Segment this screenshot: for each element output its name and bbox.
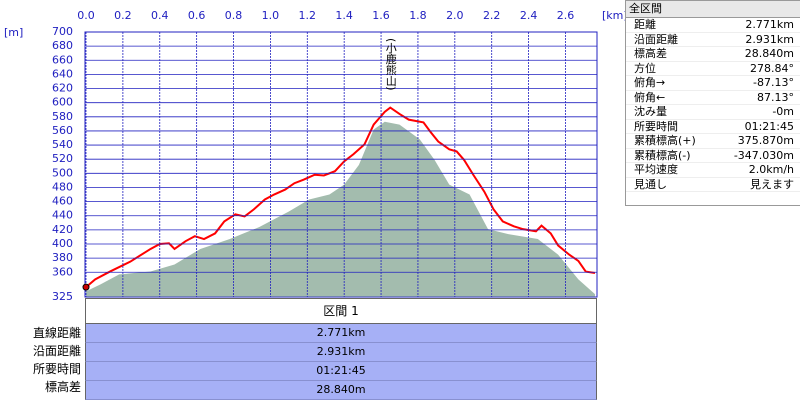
summary-row: 沿面距離 2.931km	[626, 32, 800, 47]
y-tick-label: 360	[52, 265, 73, 278]
section-labels: 直線距離沿面距離所要時間標高差	[0, 324, 81, 396]
y-tick-label: 560	[52, 124, 73, 137]
y-tick-label: 500	[52, 166, 73, 179]
y-tick-label: 600	[52, 96, 73, 109]
y-tick-label: 325	[52, 290, 73, 303]
summary-label: 累積標高(-)	[634, 148, 691, 162]
section-panel: 区間 1 2.771km 2.931km 01:21:45 28.840m	[85, 298, 597, 400]
x-tick-label: 2.6	[557, 9, 575, 22]
summary-row: 方位 278.84°	[626, 61, 800, 76]
y-tick-label: 660	[52, 53, 73, 66]
summary-value: -0m	[772, 105, 794, 118]
summary-label: 見通し	[634, 177, 667, 191]
start-marker	[82, 283, 90, 291]
section-value: 28.840m	[85, 381, 597, 400]
y-tick-label: 620	[52, 82, 73, 95]
summary-value: 見えます	[750, 177, 794, 191]
x-tick-label: 0.0	[77, 9, 95, 22]
summary-label: 所要時間	[634, 119, 678, 133]
summary-row: 沈み量 -0m	[626, 105, 800, 120]
x-tick-label: 1.2	[299, 9, 317, 22]
summary-label: 平均速度	[634, 163, 678, 176]
y-tick-label: 460	[52, 195, 73, 208]
y-tick-label: 400	[52, 237, 73, 250]
section-label: 直線距離	[32, 326, 81, 340]
y-tick-label: 700	[52, 25, 73, 38]
summary-value: 278.84°	[750, 61, 794, 75]
summary-value: 2.771km	[745, 18, 794, 31]
x-tick-label: 1.8	[409, 9, 427, 22]
summary-value: 28.840m	[744, 47, 794, 60]
summary-row: 見通し 見えます	[626, 177, 800, 192]
summary-value: 2.0km/h	[748, 163, 794, 176]
summary-row: 平均速度 2.0km/h	[626, 163, 800, 178]
summary-label: 距離	[634, 18, 656, 31]
summary-value: 01:21:45	[744, 119, 794, 133]
summary-label: 標高差	[634, 47, 667, 60]
summary-label: 方位	[634, 61, 656, 75]
x-tick-label: 0.4	[151, 9, 169, 22]
summary-title: 全区間	[626, 1, 800, 18]
y-tick-label: 440	[52, 209, 73, 222]
section-value: 2.771km	[85, 324, 597, 343]
section-title: 区間 1	[85, 298, 597, 324]
section-label: 標高差	[44, 380, 81, 394]
y-unit: [m]	[4, 26, 23, 39]
section-label: 所要時間	[32, 362, 81, 376]
annotation: (小鹿熊山)	[384, 38, 397, 91]
x-tick-label: 2.4	[520, 9, 538, 22]
summary-row: 距離 2.771km	[626, 18, 800, 33]
y-tick-label: 520	[52, 152, 73, 165]
section-value: 01:21:45	[85, 362, 597, 381]
y-tick-label: 680	[52, 39, 73, 52]
x-unit: [km]	[602, 9, 628, 22]
summary-label: 累積標高(+)	[634, 134, 696, 147]
x-tick-label: 0.2	[114, 9, 132, 22]
terrain-area	[86, 121, 595, 297]
summary-row: 俯角→ -87.13°	[626, 76, 800, 91]
summary-row: 標高差 28.840m	[626, 47, 800, 62]
y-tick-label: 580	[52, 110, 73, 123]
summary-value: 375.870m	[737, 134, 794, 147]
y-tick-label: 640	[52, 67, 73, 80]
y-tick-label: 380	[52, 251, 73, 264]
y-tick-label: 480	[52, 180, 73, 193]
summary-label: 沈み量	[634, 105, 667, 118]
summary-label: 俯角←	[634, 90, 666, 104]
summary-label: 俯角→	[634, 76, 666, 89]
summary-value: 2.931km	[745, 32, 794, 46]
summary-row: 俯角← 87.13°	[626, 90, 800, 105]
section-value: 2.931km	[85, 343, 597, 362]
route-line	[85, 106, 596, 288]
x-tick-label: 2.0	[446, 9, 464, 22]
summary-row: 所要時間 01:21:45	[626, 119, 800, 134]
x-tick-label: 1.6	[372, 9, 390, 22]
summary-row: 累積標高(-) -347.030m	[626, 148, 800, 163]
y-tick-label: 420	[52, 223, 73, 236]
x-tick-label: 1.4	[335, 9, 353, 22]
summary-row: 累積標高(+) 375.870m	[626, 134, 800, 149]
x-tick-label: 0.6	[188, 9, 206, 22]
y-tick-label: 540	[52, 138, 73, 151]
grid	[85, 31, 597, 298]
summary-panel: 全区間 距離 2.771km 沿面距離 2.931km 標高差 28.840m 方位 278.8…	[625, 0, 800, 206]
summary-value: -347.030m	[733, 148, 794, 162]
x-tick-label: 2.2	[483, 9, 501, 22]
summary-value: 87.13°	[757, 90, 794, 104]
section-label: 沿面距離	[32, 344, 81, 358]
summary-label: 沿面距離	[634, 32, 678, 46]
summary-value: -87.13°	[753, 76, 794, 89]
x-tick-label: 1.0	[262, 9, 280, 22]
x-tick-label: 0.8	[225, 9, 243, 22]
